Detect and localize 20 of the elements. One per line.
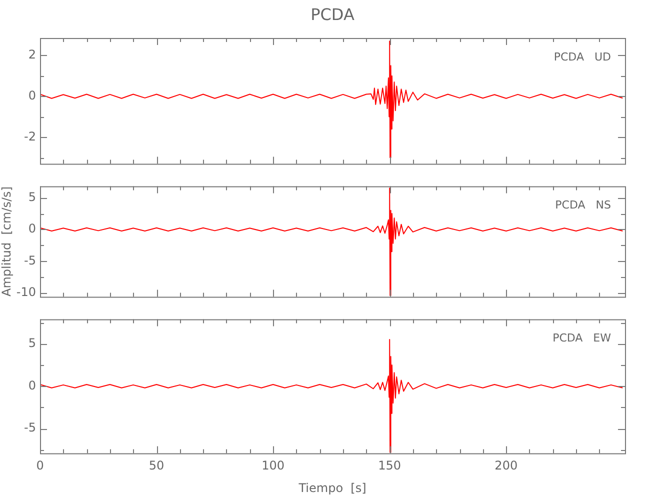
y-tick-label: -5 [24, 253, 36, 268]
annotation: PCDA EW [552, 332, 612, 345]
y-tick-label: -2 [24, 129, 36, 144]
x-tick-label: 100 [262, 458, 285, 473]
x-tick-label: 200 [494, 458, 518, 473]
x-tick-label: 150 [378, 458, 402, 473]
y-tick-label: 5 [28, 336, 36, 350]
y-tick-label: 2 [28, 48, 36, 62]
y-tick-label: 5 [28, 190, 36, 204]
chart-title: PCDA [310, 5, 354, 24]
annotation: PCDA UD [554, 50, 611, 64]
y-tick-label: -5 [24, 420, 36, 435]
annotation: PCDA NS [555, 198, 612, 212]
y-tick-label: 0 [28, 88, 36, 102]
x-tick-label: 50 [148, 458, 164, 473]
y-axis-title: Amplitud [cm/s/s] [0, 186, 14, 296]
y-tick-label: 0 [28, 378, 36, 392]
y-tick-label: -10 [16, 285, 36, 300]
x-axis-title: Tiempo [s] [298, 480, 366, 495]
y-tick-label: 0 [28, 222, 36, 236]
